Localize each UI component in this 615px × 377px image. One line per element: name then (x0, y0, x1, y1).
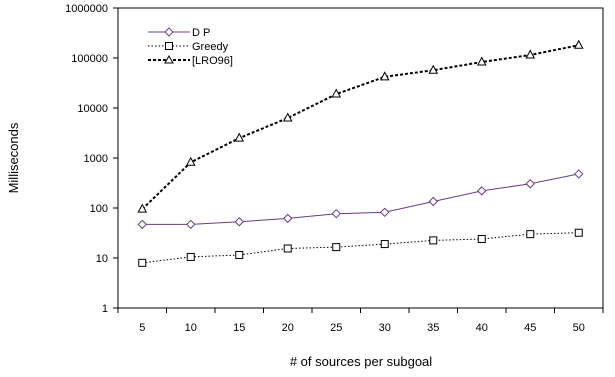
legend-marker-dp (164, 27, 174, 37)
data-point-dp (525, 179, 535, 189)
legend-item-dp: D P (148, 27, 210, 39)
series-dp (137, 169, 584, 230)
y-tick-label: 1 (102, 303, 108, 315)
y-tick-label: 100000 (71, 53, 108, 65)
legend-marker-lro96 (164, 54, 174, 64)
data-point-lro96 (282, 112, 293, 122)
data-point-greedy (235, 250, 244, 259)
data-point-lro96 (234, 132, 245, 142)
y-tick-label: 1000000 (65, 3, 108, 15)
data-point-greedy (186, 252, 195, 261)
y-tick-label: 10000 (77, 103, 108, 115)
x-tick-label: 10 (185, 322, 197, 334)
data-point-greedy (574, 228, 583, 237)
x-tick-label: 45 (524, 322, 536, 334)
legend-label-greedy: Greedy (192, 41, 229, 53)
data-point-lro96 (379, 71, 390, 81)
data-point-dp (137, 219, 147, 230)
data-point-greedy (138, 258, 147, 267)
y-axis: 1 10 100 1000 10000 100000 1000000 (65, 3, 118, 315)
data-point-dp (331, 208, 341, 219)
x-axis-title: # of sources per subgoal (290, 354, 432, 369)
x-tick-label: 25 (330, 322, 342, 334)
data-point-lro96 (573, 39, 584, 49)
data-point-dp (380, 207, 390, 218)
data-point-lro96 (428, 64, 439, 74)
x-tick-label: 40 (476, 322, 488, 334)
data-point-greedy (526, 230, 535, 239)
data-point-lro96 (525, 49, 536, 59)
data-point-greedy (477, 234, 486, 243)
legend-item-lro96: [LRO96] (148, 54, 233, 67)
data-point-dp (186, 219, 196, 230)
y-tick-label: 100 (90, 203, 108, 215)
data-point-greedy (332, 243, 341, 252)
data-point-greedy (429, 236, 438, 245)
series-greedy (138, 228, 583, 267)
y-tick-label: 10 (96, 253, 108, 265)
data-point-lro96 (185, 156, 196, 166)
data-point-dp (477, 186, 487, 196)
x-tick-label: 5 (139, 322, 145, 334)
x-tick-label: 15 (233, 322, 245, 334)
data-point-dp (234, 217, 244, 227)
legend-marker-greedy (165, 42, 173, 50)
x-tick-label: 30 (379, 322, 391, 334)
legend-item-greedy: Greedy (148, 41, 229, 53)
data-point-dp (574, 169, 584, 179)
data-point-lro96 (476, 56, 487, 66)
legend-label-lro96: [LRO96] (192, 55, 233, 67)
x-tick-label: 35 (427, 322, 439, 334)
y-axis-title: Milliseconds (6, 122, 21, 193)
series-lro96 (137, 39, 584, 213)
data-point-dp (428, 196, 438, 207)
data-point-greedy (380, 240, 389, 249)
series-layer (137, 39, 584, 267)
data-point-greedy (283, 244, 292, 253)
x-tick-label: 50 (573, 322, 585, 334)
legend: D P Greedy [LRO96] (148, 27, 233, 67)
series-line-dp (142, 173, 579, 225)
data-point-lro96 (331, 88, 342, 98)
x-axis: 5 10 15 20 25 30 35 40 45 50 (117, 308, 604, 334)
data-point-lro96 (137, 203, 148, 213)
series-line-lro96 (141, 44, 579, 210)
legend-label-dp: D P (192, 27, 210, 39)
series-line-greedy (142, 232, 579, 264)
data-point-dp (283, 213, 293, 224)
x-tick-label: 20 (282, 322, 294, 334)
y-tick-label: 1000 (84, 153, 108, 165)
